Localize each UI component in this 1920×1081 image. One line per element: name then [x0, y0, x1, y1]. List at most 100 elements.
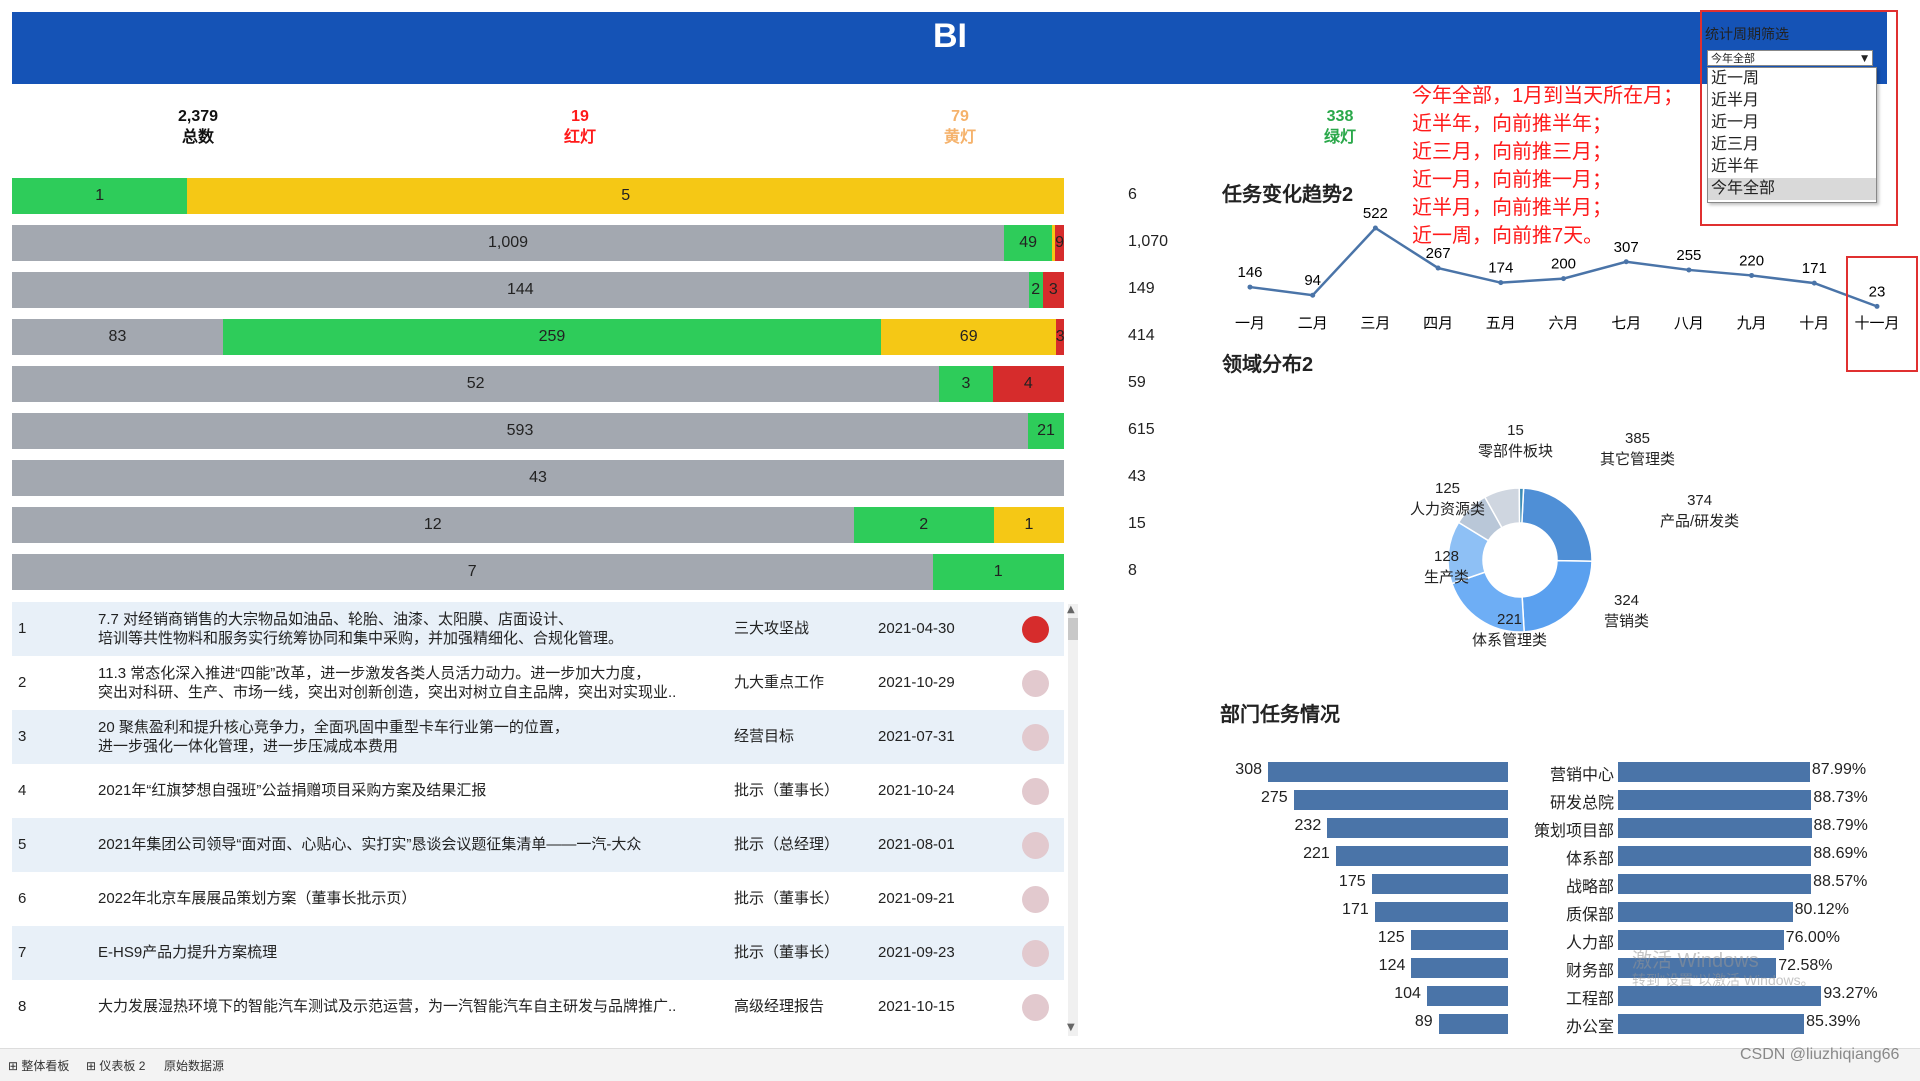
- row-date: 2021-09-23: [878, 944, 955, 961]
- grid-icon: ⊞: [86, 1059, 100, 1073]
- trend-data-label: 94: [1304, 272, 1321, 289]
- table-row[interactable]: 6 2022年北京车展展品策划方案（董事长批示页） 批示（董事长） 2021-09-2…: [12, 872, 1064, 926]
- filter-annotation: 今年全部，1月到当天所在月； 近半年，向前推半年； 近三月，向前推三月； 近一月，向前…: [1412, 82, 1683, 250]
- donut-label-value: 125: [1434, 480, 1461, 497]
- table-row[interactable]: 3 20 聚焦盈利和提升核心竞争力，全面巩固中重型卡车行业第一的位置， 进一步强化…: [12, 710, 1064, 764]
- dept-rate-label: 76.00%: [1785, 929, 1840, 946]
- row-index: 6: [18, 890, 27, 907]
- scrollbar-thumb[interactable]: [1068, 618, 1078, 640]
- table-row[interactable]: 2 11.3 常态化深入推进“四能”改革，进一步激发各类人员活力动力。进一步加大力…: [12, 656, 1064, 710]
- dept-count-bar: [1327, 818, 1508, 838]
- dept-name-label: 工程部: [1565, 991, 1614, 1008]
- dept-count-bar: [1268, 762, 1508, 782]
- dept-title: 部门任务情况: [1220, 704, 1340, 726]
- donut-label-name: 人力资源类: [1410, 501, 1486, 518]
- scroll-up-icon[interactable]: ▲: [1067, 604, 1075, 615]
- donut-label-name: 营销类: [1604, 613, 1650, 630]
- tab-raw-data-source[interactable]: 原始数据源: [164, 1059, 225, 1073]
- trend-data-label: 522: [1363, 205, 1388, 222]
- dept-rate-bar: [1618, 874, 1812, 894]
- tab-overall-board[interactable]: ⊞ 整体看板: [8, 1059, 70, 1073]
- row-index: 7: [18, 944, 27, 961]
- bar-segment-gray: 7: [12, 554, 933, 590]
- table-scrollbar[interactable]: [1068, 604, 1078, 1036]
- table-row[interactable]: 5 2021年集团公司领导“面对面、心贴心、实打实”恳谈会议题征集清单——一汽-大…: [12, 818, 1064, 872]
- dept-name-label: 体系部: [1565, 851, 1614, 868]
- filter-dropdown-list[interactable]: 近一周近半月近一月近三月近半年今年全部: [1707, 67, 1877, 203]
- donut-label-value: 221: [1496, 611, 1523, 628]
- trend-x-tick: 五月: [1486, 315, 1516, 332]
- bar-segment-yellow: 69: [881, 319, 1057, 355]
- dept-name-label: 战略部: [1565, 879, 1614, 896]
- trend-x-tick: 一月: [1235, 315, 1265, 332]
- filter-option[interactable]: 近一周: [1711, 70, 1760, 87]
- kpi-value: 79: [951, 108, 969, 125]
- dept-count-label: 275: [1261, 789, 1288, 806]
- row-date: 2021-09-21: [878, 890, 955, 907]
- tab-dashboard-2[interactable]: ⊞ 仪表板 2: [86, 1059, 146, 1073]
- table-row[interactable]: 4 2021年“红旗梦想自强班”公益捐赠项目采购方案及结果汇报 批示（董事长） 202…: [12, 764, 1064, 818]
- trend-point: [1310, 292, 1316, 298]
- status-indicator: [1022, 616, 1049, 643]
- period-filter-select[interactable]: 今年全部 ▼: [1707, 50, 1873, 66]
- row-title: 2022年北京车展展品策划方案（董事长批示页）: [98, 890, 417, 907]
- bar-total: 6: [1128, 186, 1137, 203]
- bar-segment-red: 3: [1056, 319, 1064, 355]
- bar-segment-gray: 83: [12, 319, 223, 355]
- filter-option[interactable]: 近一月: [1711, 114, 1760, 131]
- bar-segment-green: 2: [1028, 272, 1043, 308]
- table-row[interactable]: 8 大力发展湿热环境下的智能汽车测试及示范运营，为一汽智能汽车自主研发与品牌推广.…: [12, 980, 1064, 1034]
- filter-option[interactable]: 今年全部: [1708, 178, 1876, 200]
- activate-windows-watermark: 激活 Windows: [1632, 950, 1759, 972]
- table-row[interactable]: 7 E-HS9产品力提升方案梳理 批示（董事长） 2021-09-23: [12, 926, 1064, 980]
- activate-windows-hint: 转到"设置"以激活 Windows。: [1632, 972, 1815, 988]
- filter-option[interactable]: 近半月: [1711, 92, 1760, 109]
- dept-count-bar: [1438, 1014, 1508, 1034]
- bar-segment-gray: 593: [12, 413, 1029, 449]
- trend-title: 任务变化趋势2: [1222, 184, 1354, 206]
- row-title: 20 聚焦盈利和提升核心竞争力，全面巩固中重型卡车行业第一的位置， 进一步强化一…: [98, 719, 569, 755]
- trend-data-label: 307: [1614, 239, 1639, 256]
- status-indicator: [1022, 724, 1049, 751]
- scroll-down-icon[interactable]: ▼: [1067, 1022, 1075, 1033]
- bar-segment-gray: 52: [12, 366, 940, 402]
- bar-segment-green: 2: [853, 507, 994, 543]
- trend-point: [1686, 267, 1692, 273]
- bar-segment-green: 259: [222, 319, 882, 355]
- dept-rate-bar: [1618, 790, 1812, 810]
- filter-option[interactable]: 近半年: [1711, 158, 1760, 175]
- row-title: 2021年“红旗梦想自强班”公益捐赠项目采购方案及结果汇报: [98, 782, 487, 799]
- donut-slice: [1518, 487, 1525, 524]
- trend-data-label: 267: [1426, 245, 1451, 262]
- trend-data-label: 200: [1551, 256, 1576, 273]
- row-category: 批示（董事长）: [734, 782, 840, 799]
- filter-option[interactable]: 近三月: [1711, 136, 1760, 153]
- donut-label-value: 128: [1433, 548, 1460, 565]
- donut-label: 324 营销类: [1604, 590, 1649, 632]
- dept-name-label: 办公室: [1565, 1019, 1614, 1036]
- donut-label-name: 产品/研发类: [1660, 513, 1740, 530]
- dept-rate-label: 88.79%: [1813, 817, 1868, 834]
- header-bar: [12, 12, 1887, 84]
- chevron-down-icon[interactable]: ▼: [1861, 54, 1868, 64]
- status-bar-row: 12 2 1: [12, 507, 1064, 543]
- trend-data-label: 23: [1869, 283, 1886, 300]
- grid-icon: ⊞: [8, 1059, 22, 1073]
- kpi-label: 总数: [181, 129, 214, 146]
- trend-line-chart: 146 一月 94 二月 522 三月 267 四月 174 五月 200 六月 307 七月 255 八月 2…: [1235, 205, 1900, 332]
- donut-label-value: 15: [1507, 422, 1524, 439]
- page-title: BI: [933, 17, 967, 55]
- trend-point: [1435, 265, 1441, 271]
- status-indicator: [1022, 778, 1049, 805]
- bar-segment-gray: 1,009: [12, 225, 1005, 261]
- annotation-line: 近半年，向前推半年；: [1412, 113, 1612, 135]
- dept-count-bar: [1371, 874, 1508, 894]
- table-row[interactable]: 1 7.7 对经销商销售的大宗物品如油品、轮胎、油漆、太阳膜、店面设计、 培训等共…: [12, 602, 1064, 656]
- bar-segment-yellow: 1: [993, 507, 1064, 543]
- row-index: 4: [18, 782, 27, 799]
- bar-total: 15: [1128, 515, 1146, 532]
- bar-segment-green: 49: [1004, 225, 1053, 261]
- dept-count-label: 232: [1294, 817, 1322, 834]
